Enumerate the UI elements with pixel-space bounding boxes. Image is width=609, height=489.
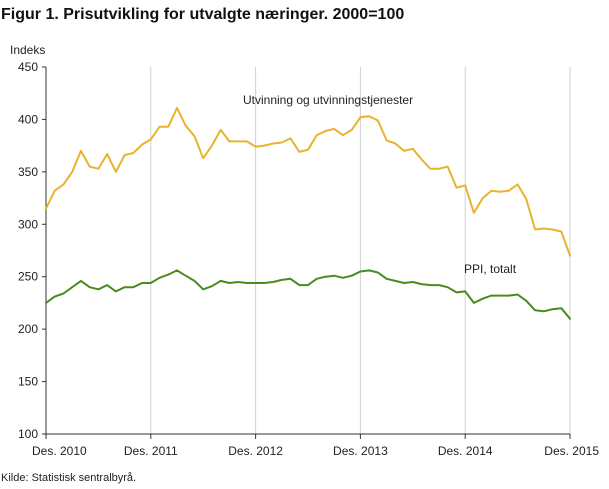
chart-title: Figur 1. Prisutvikling for utvalgte næri…	[1, 6, 405, 23]
series-lines	[45, 106, 571, 320]
x-tick-label: Des. 2010	[32, 444, 87, 458]
series-line-ppi	[45, 269, 571, 320]
labels: Indeks Des. 2010 Des. 2011 Des. 2012 Des. 20…	[10, 43, 599, 458]
source-note: Kilde: Statistisk sentralbyrå.	[1, 472, 137, 484]
y-tick-label: 450	[18, 60, 38, 74]
axes	[42, 66, 571, 439]
x-tick-label: Des. 2015	[544, 444, 599, 458]
series-line-utvinning	[45, 106, 571, 257]
gridlines	[150, 67, 571, 434]
x-tick-label: Des. 2014	[438, 444, 493, 458]
series-annotation: PPI, totalt	[464, 262, 517, 276]
y-tick-label: 100	[18, 427, 38, 441]
y-tick-label: 200	[18, 322, 38, 336]
series-annotation: Utvinning og utvinningstjenester	[243, 93, 413, 107]
y-tick-label: 250	[18, 270, 38, 284]
y-tick-label: 300	[18, 217, 38, 231]
y-tick-label: 150	[18, 375, 38, 389]
y-tick-label: 400	[18, 112, 38, 126]
y-axis-label: Indeks	[10, 43, 45, 57]
x-tick-label: Des. 2012	[228, 444, 283, 458]
y-tick-label: 350	[18, 165, 38, 179]
x-tick-label: Des. 2013	[333, 444, 388, 458]
x-tick-label: Des. 2011	[124, 444, 178, 458]
